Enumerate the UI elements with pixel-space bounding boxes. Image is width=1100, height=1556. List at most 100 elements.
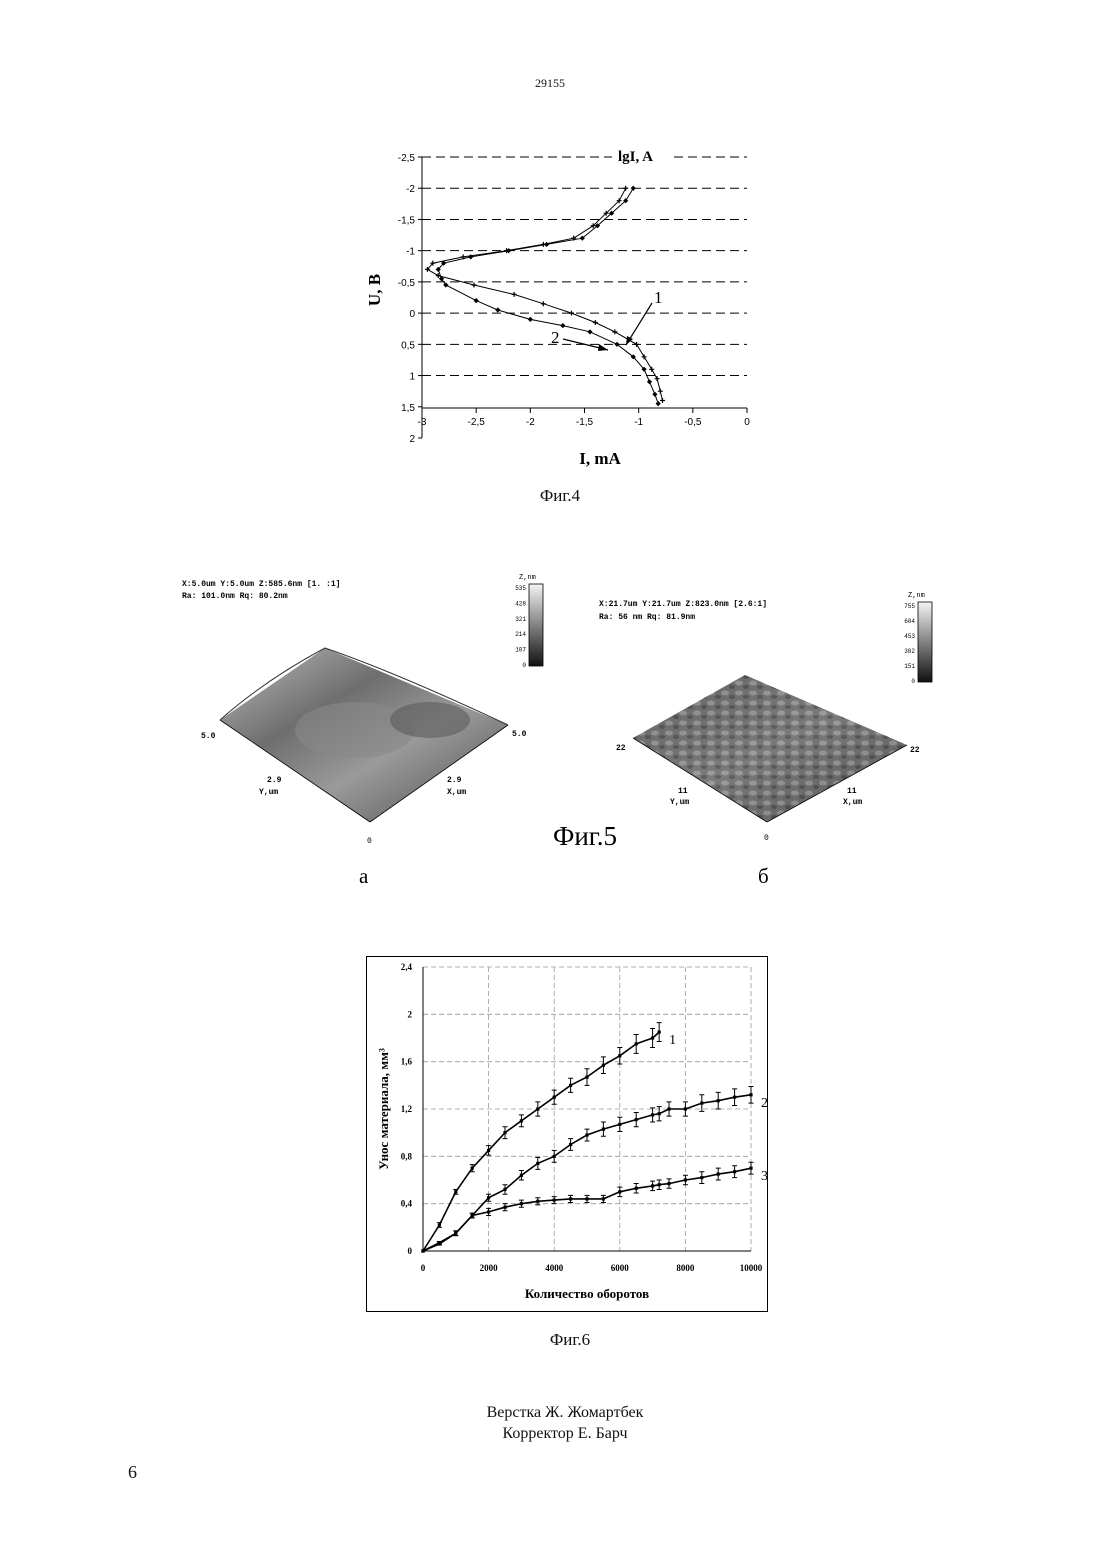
page-number-bottom: 6 [128,1462,137,1483]
fig6-point-3 [487,1210,490,1213]
fig6-point-3 [618,1190,621,1193]
fig4-point-1 [623,186,628,191]
credits-proofreader: Корректор Е. Барч [400,1423,730,1444]
fig4-point-2 [631,186,636,191]
fig4-x-tick-label: 0 [744,417,750,428]
fig5b-y-mid-value: 11 [678,787,688,796]
fig4-point-2 [474,298,479,303]
fig4-point-2 [587,329,592,334]
fig4-x-ticks: -3-2,5-2-1,5-1-0,50 [418,408,751,428]
fig4-point-2 [656,401,661,406]
fig5a-scale-tick-label: 535 [515,585,526,592]
fig5a-header-line1: X:5.0um Y:5.0um Z:585.6nm [1. :1] [182,580,340,589]
fig4-x-tick-label: -3 [418,417,427,428]
fig6-point-2 [700,1101,703,1104]
fig5a-y-axis-label: Y,um [259,788,278,797]
fig6-point-2 [717,1099,720,1102]
fig4-y-tick-label: 0 [409,309,415,320]
fig5a-scale-tick-label: 0 [522,662,526,669]
fig6-point-3 [749,1167,752,1170]
fig5b-scale-tick-label: 604 [904,618,915,625]
fig5a-x-axis-label: X,um [447,788,466,797]
fig4-y-label: U, B [365,274,384,306]
fig4-y-tick-label: -0,5 [398,278,416,289]
fig6-x-tick-label: 0 [421,1263,426,1273]
fig5b-scale-tick-label: 0 [911,678,915,685]
fig4-y-tick-label: 1,5 [401,403,415,414]
fig6-point-2 [602,1128,605,1131]
fig6-point-1 [569,1084,572,1087]
fig4-arrowhead-1 [626,336,633,345]
fig6-series-label-1: 1 [669,1033,676,1048]
fig6-point-3 [658,1183,661,1186]
fig5b-scale-title: Z,nm [908,592,925,600]
fig4-y-tick-label: 2 [409,434,415,445]
fig6-point-3 [553,1199,556,1202]
fig6-point-2 [569,1143,572,1146]
fig6-point-3 [421,1249,424,1252]
fig4-curve-label-2: 2 [551,328,560,347]
fig4-series-line-1 [427,188,662,400]
fig4-point-2 [528,317,533,322]
fig6-point-1 [438,1223,441,1226]
fig5a-axis-left-value: 5.0 [201,732,216,741]
fig6-point-2 [667,1107,670,1110]
fig6-y-tick-label: 1,6 [401,1057,413,1067]
fig6-caption: Фиг.6 [500,1330,640,1350]
fig5a-origin: 0 [367,837,372,846]
fig6-point-2 [553,1155,556,1158]
fig4-point-1 [658,389,663,394]
fig6-point-1 [454,1190,457,1193]
fig5b-scale-tick-label: 151 [904,663,915,670]
fig6-point-1 [536,1107,539,1110]
fig4-point-1 [541,301,546,306]
fig5a-color-scale [529,584,543,666]
fig6-frame [367,957,768,1312]
fig4-y-tick-label: -1 [406,247,415,258]
fig6-point-1 [487,1149,490,1152]
fig6-point-3 [438,1242,441,1245]
credits-layout: Верстка Ж. Жомартбек [400,1402,730,1423]
fig5b-scale-tick-label: 302 [904,648,915,655]
fig4-point-1 [512,292,517,297]
credits-block: Верстка Ж. Жомартбек Корректор Е. Барч [400,1402,730,1444]
fig4-x-tick-label: -1,5 [576,417,594,428]
fig6-point-2 [520,1174,523,1177]
fig6-y-tick-label: 0,8 [401,1151,413,1161]
fig6-point-2 [487,1196,490,1199]
fig6-point-1 [553,1096,556,1099]
fig6-point-3 [503,1206,506,1209]
fig4-point-2 [544,242,549,247]
fig6-point-3 [700,1176,703,1179]
fig5a-scale-tick-label: 107 [515,647,526,654]
fig4-y-tick-label: -2,5 [398,153,416,164]
fig5b-x-mid-value: 11 [847,787,857,796]
fig6-y-tick-label: 0 [408,1246,413,1256]
fig6-y-label: Унос материала, мм³ [376,1048,391,1170]
fig4-grid [422,157,747,376]
fig6-point-3 [454,1232,457,1235]
fig4-point-1 [569,311,574,316]
fig4-series [425,186,665,407]
fig4-point-1 [655,376,660,381]
fig4-point-2 [495,307,500,312]
fig5b-header-line2: Ra: 56 nm Rq: 81.9nm [599,613,695,622]
fig5b-axis-right-value: 22 [910,746,920,755]
fig6-point-2 [733,1096,736,1099]
fig6-point-3 [717,1172,720,1175]
fig4-x-tick-label: -2,5 [468,417,486,428]
fig6-point-3 [733,1170,736,1173]
fig6-chart: 00,40,81,21,622,4 0200040006000800010000… [366,956,768,1313]
fig4-y-tick-label: 0,5 [401,340,415,351]
fig4-arrowhead-2 [598,344,608,351]
fig4-y-tick-label: -2 [406,184,415,195]
fig4-caption: Фиг.4 [500,486,620,506]
fig6-y-tick-label: 2 [408,1009,413,1019]
fig6-x-tick-label: 6000 [611,1263,630,1273]
fig4-point-2 [560,323,565,328]
page-number-top: 29155 [0,76,1100,91]
fig6-point-2 [651,1113,654,1116]
fig5a-scale-tick-label: 321 [515,616,526,623]
fig4-y-tick-label: -1,5 [398,215,416,226]
fig5a-scale-tick-label: 214 [515,631,526,638]
